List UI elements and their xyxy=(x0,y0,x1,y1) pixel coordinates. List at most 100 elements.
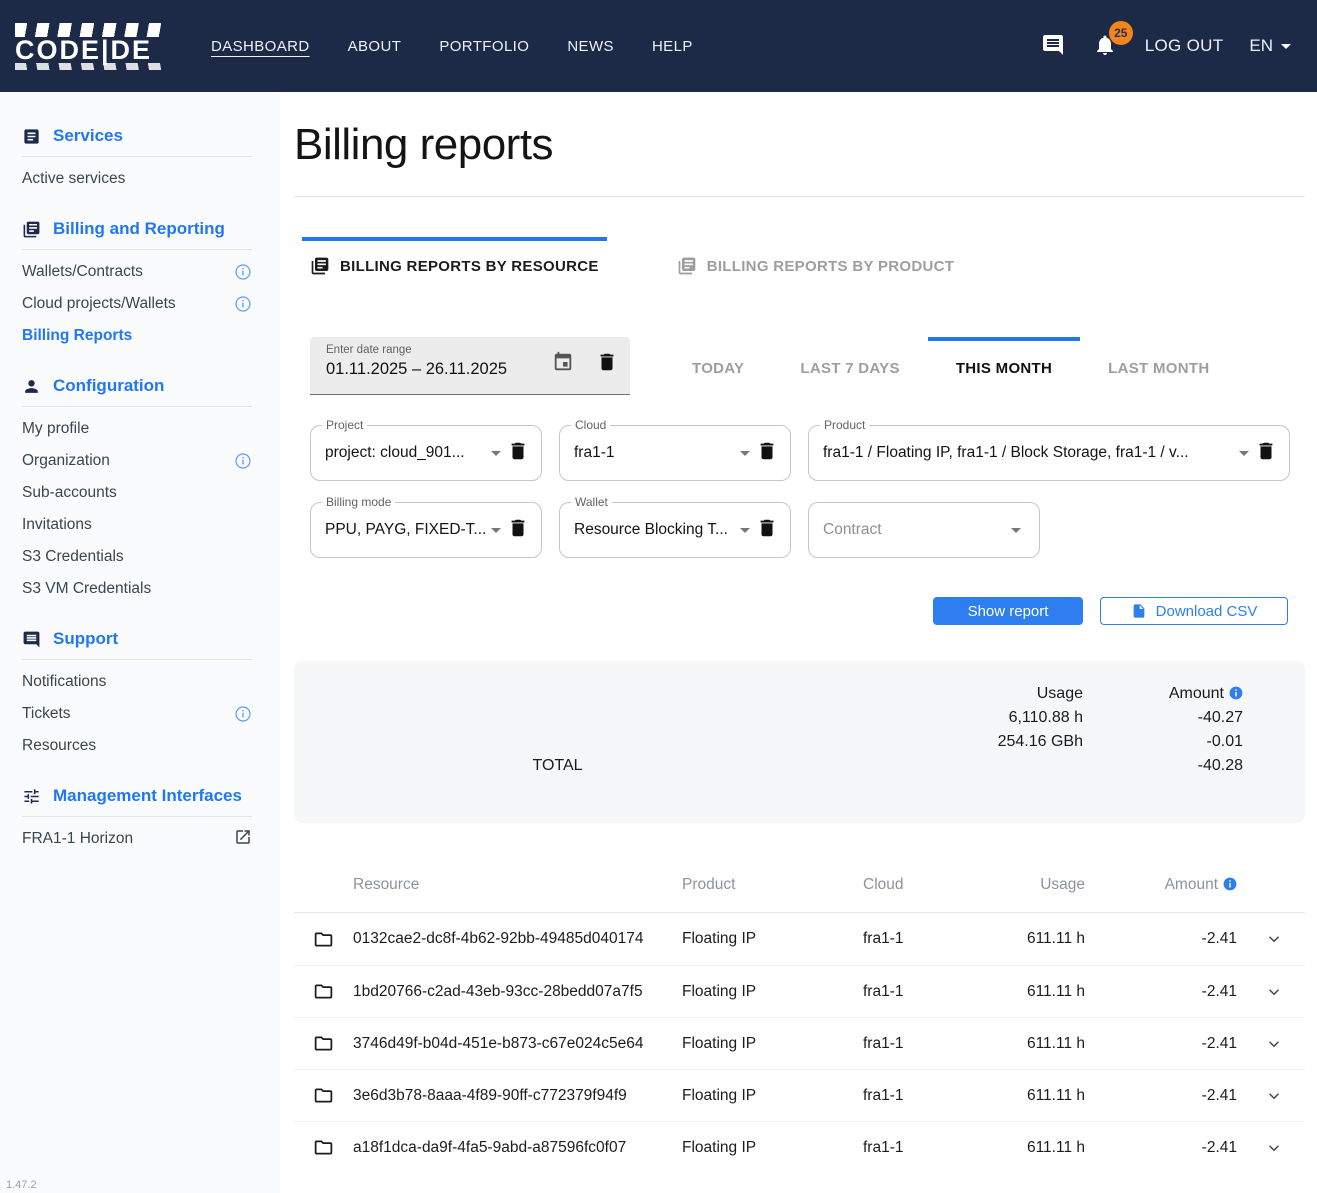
tab-billing-by-product[interactable]: BILLING REPORTS BY PRODUCT xyxy=(669,237,963,291)
trash-icon[interactable] xyxy=(756,440,778,467)
billing-table: Resource Product Cloud Usage Amount 0132… xyxy=(294,857,1305,1173)
nav-news[interactable]: NEWS xyxy=(567,38,614,55)
wallet-select[interactable]: Wallet Resource Blocking T... xyxy=(559,502,791,558)
summary-usage-hours: 6,110.88 h xyxy=(793,709,1083,727)
chevron-down-icon[interactable] xyxy=(740,528,750,533)
summary-total-amount: -40.28 xyxy=(1083,757,1243,775)
date-range-input[interactable]: Enter date range 01.11.2025 – 26.11.2025 xyxy=(310,337,630,395)
chevron-down-icon[interactable] xyxy=(740,451,750,456)
download-csv-button[interactable]: Download CSV xyxy=(1100,597,1288,625)
calendar-icon[interactable] xyxy=(552,351,574,378)
sidebar-item-organization[interactable]: Organization xyxy=(22,445,252,477)
info-icon[interactable] xyxy=(234,295,252,313)
forum-icon xyxy=(22,630,41,649)
tab-billing-by-resource[interactable]: BILLING REPORTS BY RESOURCE xyxy=(302,237,607,291)
nav-dashboard[interactable]: DASHBOARD xyxy=(211,38,310,55)
quick-range-last-month[interactable]: LAST MONTH xyxy=(1080,337,1237,395)
amount-value: -2.41 xyxy=(1085,1087,1243,1105)
filter-panel: Project project: cloud_901... Cloud fra1… xyxy=(294,425,1305,558)
trash-icon[interactable] xyxy=(756,517,778,544)
cloud-name: fra1-1 xyxy=(863,983,963,1001)
trash-icon[interactable] xyxy=(507,440,529,467)
section-title: Services xyxy=(53,126,123,146)
chevron-down-icon[interactable] xyxy=(1011,528,1021,533)
tune-icon xyxy=(22,787,41,806)
library-books-icon xyxy=(22,220,41,239)
quick-range-last-7-days[interactable]: LAST 7 DAYS xyxy=(772,337,927,395)
billing-mode-select[interactable]: Billing mode PPU, PAYG, FIXED-T... xyxy=(310,502,542,558)
language-selector[interactable]: EN xyxy=(1249,36,1291,56)
sidebar-item-s3-vm-credentials[interactable]: S3 VM Credentials xyxy=(22,573,252,605)
sidebar-item-invitations[interactable]: Invitations xyxy=(22,509,252,541)
show-report-button[interactable]: Show report xyxy=(933,597,1083,625)
chevron-down-icon[interactable] xyxy=(491,451,501,456)
sidebar-section-management: Management Interfaces FRA1-1 Horizon xyxy=(22,786,252,855)
sidebar-section-services: Services Active services xyxy=(22,126,252,195)
expand-chevron-icon[interactable] xyxy=(1243,983,1305,1001)
info-icon[interactable] xyxy=(234,705,252,723)
date-controls: Enter date range 01.11.2025 – 26.11.2025… xyxy=(294,337,1305,395)
table-row[interactable]: 3746d49f-b04d-451e-b873-c67e024c5e64 Flo… xyxy=(294,1017,1305,1069)
trash-icon[interactable] xyxy=(596,351,618,378)
sidebar-item-active-services[interactable]: Active services xyxy=(22,163,252,195)
amount-value: -2.41 xyxy=(1085,983,1243,1001)
sidebar-item-my-profile[interactable]: My profile xyxy=(22,413,252,445)
comment-icon[interactable] xyxy=(1041,33,1067,59)
chevron-down-icon[interactable] xyxy=(491,528,501,533)
expand-chevron-icon[interactable] xyxy=(1243,1087,1305,1105)
sidebar-item-notifications[interactable]: Notifications xyxy=(22,666,252,698)
summary-usage-header: Usage xyxy=(793,685,1083,703)
sidebar-item-wallets-contracts[interactable]: Wallets/Contracts xyxy=(22,256,252,288)
expand-chevron-icon[interactable] xyxy=(1243,1139,1305,1157)
sidebar-item-fra1-horizon[interactable]: FRA1-1 Horizon xyxy=(22,823,252,855)
sidebar-item-cloud-projects-wallets[interactable]: Cloud projects/Wallets xyxy=(22,288,252,320)
summary-card: Usage Amount 6,110.88 h -40.27 254.16 GB… xyxy=(294,661,1305,823)
sidebar-section-configuration: Configuration My profile Organization Su… xyxy=(22,376,252,605)
section-title: Support xyxy=(53,629,118,649)
quick-range-this-month[interactable]: THIS MONTH xyxy=(928,337,1080,395)
table-row[interactable]: 1bd20766-c2ad-43eb-93cc-28bedd07a7f5 Flo… xyxy=(294,965,1305,1017)
codede-logo[interactable]: CODE|DE xyxy=(15,15,175,77)
folder-icon xyxy=(294,1033,353,1054)
summary-amount-gbh: -0.01 xyxy=(1083,733,1243,751)
nav-about[interactable]: ABOUT xyxy=(348,38,402,55)
table-row[interactable]: 3e6d3b78-8aaa-4f89-90ff-c772379f94f9 Flo… xyxy=(294,1069,1305,1121)
col-amount: Amount xyxy=(1085,876,1243,894)
sidebar-item-billing-reports[interactable]: Billing Reports xyxy=(22,320,252,352)
title-divider xyxy=(294,196,1305,197)
section-title: Configuration xyxy=(53,376,164,396)
expand-chevron-icon[interactable] xyxy=(1243,930,1305,948)
info-icon[interactable] xyxy=(1223,877,1237,891)
trash-icon[interactable] xyxy=(1255,440,1277,467)
external-link-icon[interactable] xyxy=(234,828,252,851)
sidebar-item-sub-accounts[interactable]: Sub-accounts xyxy=(22,477,252,509)
sidebar-section-billing: Billing and Reporting Wallets/Contracts … xyxy=(22,219,252,352)
folder-icon xyxy=(294,1137,353,1158)
sidebar-item-resources[interactable]: Resources xyxy=(22,730,252,762)
product-name: Floating IP xyxy=(682,930,863,948)
table-row[interactable]: a18f1dca-da9f-4fa5-9abd-a87596fc0f07 Flo… xyxy=(294,1121,1305,1173)
table-row[interactable]: 0132cae2-dc8f-4b62-92bb-49485d040174 Flo… xyxy=(294,913,1305,965)
info-icon[interactable] xyxy=(234,263,252,281)
contract-select[interactable]: Contract xyxy=(808,502,1040,558)
resource-id: 3e6d3b78-8aaa-4f89-90ff-c772379f94f9 xyxy=(353,1087,682,1105)
info-icon[interactable] xyxy=(1229,686,1243,700)
resource-id: 1bd20766-c2ad-43eb-93cc-28bedd07a7f5 xyxy=(353,983,682,1001)
chevron-down-icon[interactable] xyxy=(1239,451,1249,456)
info-icon[interactable] xyxy=(234,452,252,470)
product-select[interactable]: Product fra1-1 / Floating IP, fra1-1 / B… xyxy=(808,425,1290,481)
bell-icon[interactable]: 25 xyxy=(1093,33,1119,59)
trash-icon[interactable] xyxy=(507,517,529,544)
sidebar-item-s3-credentials[interactable]: S3 Credentials xyxy=(22,541,252,573)
sidebar-item-tickets[interactable]: Tickets xyxy=(22,698,252,730)
nav-portfolio[interactable]: PORTFOLIO xyxy=(439,38,529,55)
quick-range-today[interactable]: TODAY xyxy=(664,337,772,395)
logout-button[interactable]: LOG OUT xyxy=(1145,36,1224,56)
cloud-select[interactable]: Cloud fra1-1 xyxy=(559,425,791,481)
resource-id: 0132cae2-dc8f-4b62-92bb-49485d040174 xyxy=(353,930,682,948)
expand-chevron-icon[interactable] xyxy=(1243,1035,1305,1053)
nav-help[interactable]: HELP xyxy=(652,38,693,55)
library-books-icon xyxy=(310,256,330,276)
usage-value: 611.11 h xyxy=(963,1139,1085,1157)
project-select[interactable]: Project project: cloud_901... xyxy=(310,425,542,481)
